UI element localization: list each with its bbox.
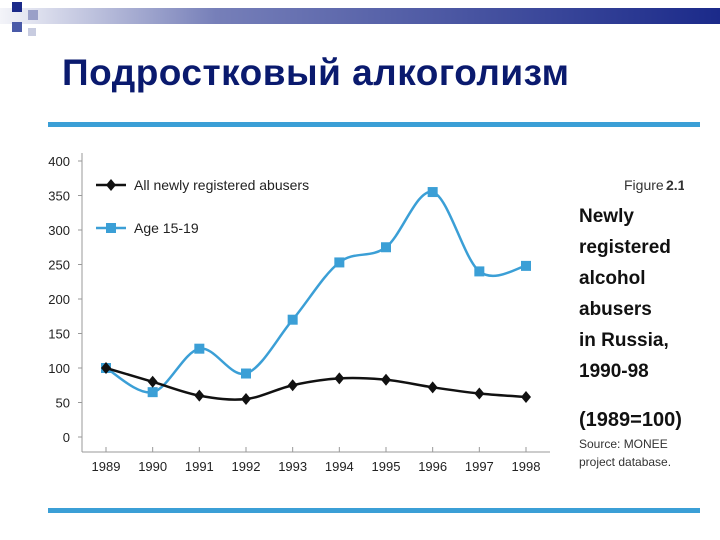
legend-label: Age 15-19 [134, 220, 199, 236]
slide-title: Подростковый алкоголизм [62, 52, 570, 93]
caption-line: 1990-98 [579, 361, 649, 382]
top-divider [48, 122, 700, 127]
y-tick-label: 150 [48, 327, 70, 342]
figure-source: Source: MONEE project database. [579, 437, 671, 469]
legend-label: All newly registered abusers [134, 177, 309, 193]
data-point [147, 387, 158, 398]
data-point [474, 266, 485, 277]
series-line [105, 366, 527, 401]
data-point [147, 375, 158, 388]
x-tick-label: 1994 [325, 459, 354, 474]
header-band-fade [0, 8, 720, 24]
x-tick-label: 1989 [92, 459, 121, 474]
caption-line: abusers [579, 299, 652, 320]
caption-line: in Russia, [579, 330, 669, 351]
data-point [287, 379, 298, 392]
data-point [334, 257, 345, 268]
y-axis-ticks: 0 50 100 150 200 250 300 350 400 [48, 154, 82, 445]
caption-line: registered [579, 237, 671, 258]
x-axis-ticks: 1989 1990 1991 1992 1993 1994 1995 1996 1997 1998 [92, 447, 541, 474]
data-point [241, 368, 251, 379]
y-tick-label: 50 [56, 396, 70, 411]
data-point [287, 314, 298, 325]
caption-line: alcohol [579, 268, 646, 289]
data-point [101, 362, 111, 374]
y-tick-label: 100 [48, 361, 70, 376]
caption-line: Newly [579, 206, 634, 227]
deco-square [12, 2, 22, 12]
data-point [241, 393, 251, 406]
data-point [521, 260, 531, 271]
x-tick-label: 1993 [278, 459, 307, 474]
data-point [427, 187, 438, 198]
data-point [521, 390, 531, 403]
legend-marker [106, 179, 116, 191]
chart: 0 50 100 150 200 250 300 350 400 1989 1990 1991 199… [48, 153, 684, 474]
deco-square [28, 10, 38, 20]
figure-number: 2.12 [666, 177, 684, 193]
x-tick-label: 1995 [372, 459, 401, 474]
x-tick-label: 1998 [512, 459, 541, 474]
data-point [334, 372, 345, 385]
x-tick-label: 1991 [185, 459, 214, 474]
x-tick-label: 1992 [232, 459, 261, 474]
y-tick-label: 400 [48, 154, 70, 169]
y-tick-label: 0 [63, 430, 70, 445]
y-tick-label: 300 [48, 223, 70, 238]
figure-base-note: (1989=100) [579, 409, 682, 431]
x-tick-label: 1990 [138, 459, 167, 474]
x-tick-label: 1996 [418, 459, 447, 474]
data-point [427, 381, 438, 394]
data-point [381, 373, 391, 386]
legend-marker [106, 223, 116, 233]
chart-legend: All newly registered abusers Age 15-19 [96, 177, 309, 236]
deco-square [12, 22, 22, 32]
y-tick-label: 250 [48, 258, 70, 273]
deco-square [28, 28, 36, 36]
bottom-divider [48, 508, 700, 513]
data-point [381, 242, 391, 253]
figure-label: Figure [624, 177, 664, 193]
x-tick-label: 1997 [465, 459, 494, 474]
corner-decoration [0, 2, 720, 36]
data-point [194, 343, 205, 354]
data-point [474, 387, 485, 400]
figure-caption: Newly registered alcohol abusers in Russia, 1… [579, 206, 671, 382]
source-line: Source: MONEE [579, 437, 668, 451]
series-line [105, 190, 527, 394]
chart-series [101, 187, 531, 406]
data-point [194, 389, 205, 402]
y-tick-label: 200 [48, 292, 70, 307]
y-tick-label: 350 [48, 189, 70, 204]
source-line: project database. [579, 455, 671, 469]
chart-axes [81, 153, 550, 453]
